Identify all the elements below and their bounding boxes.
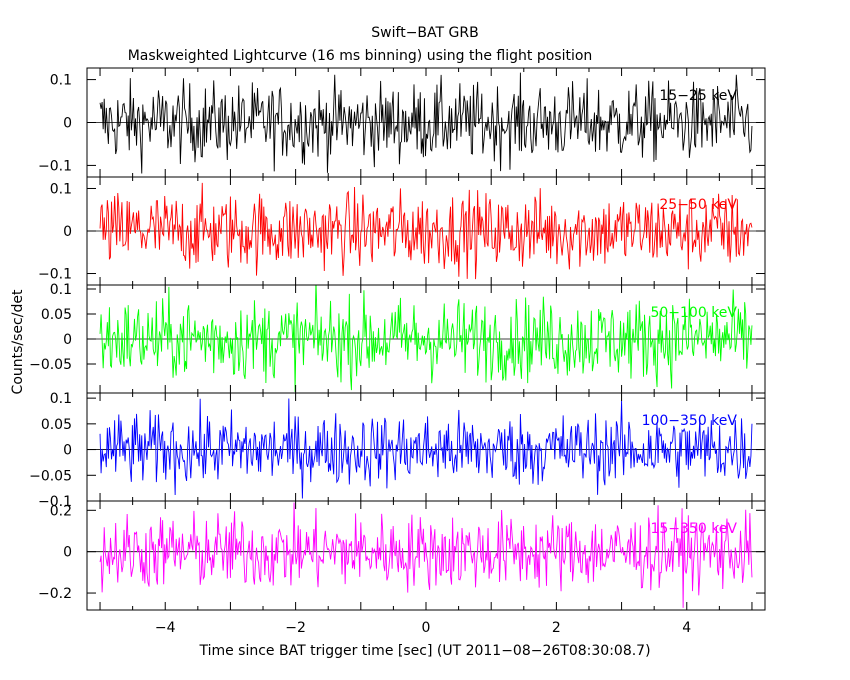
panel-3: 50−100 keV 0.1 0.05 0 −0.05 (29, 282, 766, 394)
y-tick-label: 0.1 (50, 73, 72, 89)
y-tick-label: −0.05 (29, 468, 72, 484)
y-tick-label: −0.05 (29, 357, 72, 373)
series-line (99, 182, 753, 280)
y-tick-label: 0.05 (41, 417, 72, 433)
y-tick-label: 0.05 (41, 307, 72, 323)
panel-2: 25−50 keV 0.1 0 −0.1 (38, 176, 766, 286)
y-axis-label: Counts/sec/det (10, 289, 26, 394)
x-axis-label: Time since BAT trigger time [sec] (UT 20… (198, 643, 650, 659)
x-tick-label: 4 (682, 620, 691, 636)
series-label: 25−50 keV (659, 197, 737, 213)
panel-5: 15−350 keV 0.2 0 −0.2 −4 −2 0 2 4 (38, 500, 766, 636)
x-tick-label: −4 (155, 620, 176, 636)
series-label: 15−25 keV (659, 88, 737, 104)
chart-title: Swift−BAT GRB (371, 25, 478, 41)
y-tick-label: 0 (63, 545, 72, 561)
y-tick-label: −0.1 (38, 494, 72, 510)
y-tick-label: 0 (63, 332, 72, 348)
series-label: 100−350 keV (642, 413, 738, 429)
panel-1: 15−25 keV 0.1 0 −0.1 (38, 67, 766, 178)
series-line (99, 502, 753, 608)
panel-4: 100−350 keV 0.1 0.05 0 −0.05 −0.1 (29, 391, 766, 510)
y-tick-label: 0.1 (50, 282, 72, 298)
y-tick-label: −0.2 (38, 586, 72, 602)
x-tick-label: 0 (422, 620, 431, 636)
chart-subtitle: Maskweighted Lightcurve (16 ms binning) … (128, 48, 593, 64)
y-tick-label: 0 (63, 224, 72, 240)
y-tick-label: −0.1 (38, 158, 72, 174)
x-tick-label: −2 (285, 620, 306, 636)
y-tick-label: 0 (63, 443, 72, 459)
series-line (99, 285, 753, 392)
y-tick-label: 0.2 (50, 503, 72, 519)
y-tick-label: 0.1 (50, 181, 72, 197)
y-tick-label: 0 (63, 116, 72, 132)
series-label: 15−350 keV (650, 521, 737, 537)
x-tick-label: 2 (552, 620, 561, 636)
series-line (99, 72, 753, 174)
series-line (99, 398, 753, 499)
y-tick-label: −0.1 (38, 267, 72, 283)
panel-frame (86, 500, 766, 611)
y-tick-label: 0.1 (50, 391, 72, 407)
series-label: 50−100 keV (650, 305, 737, 321)
